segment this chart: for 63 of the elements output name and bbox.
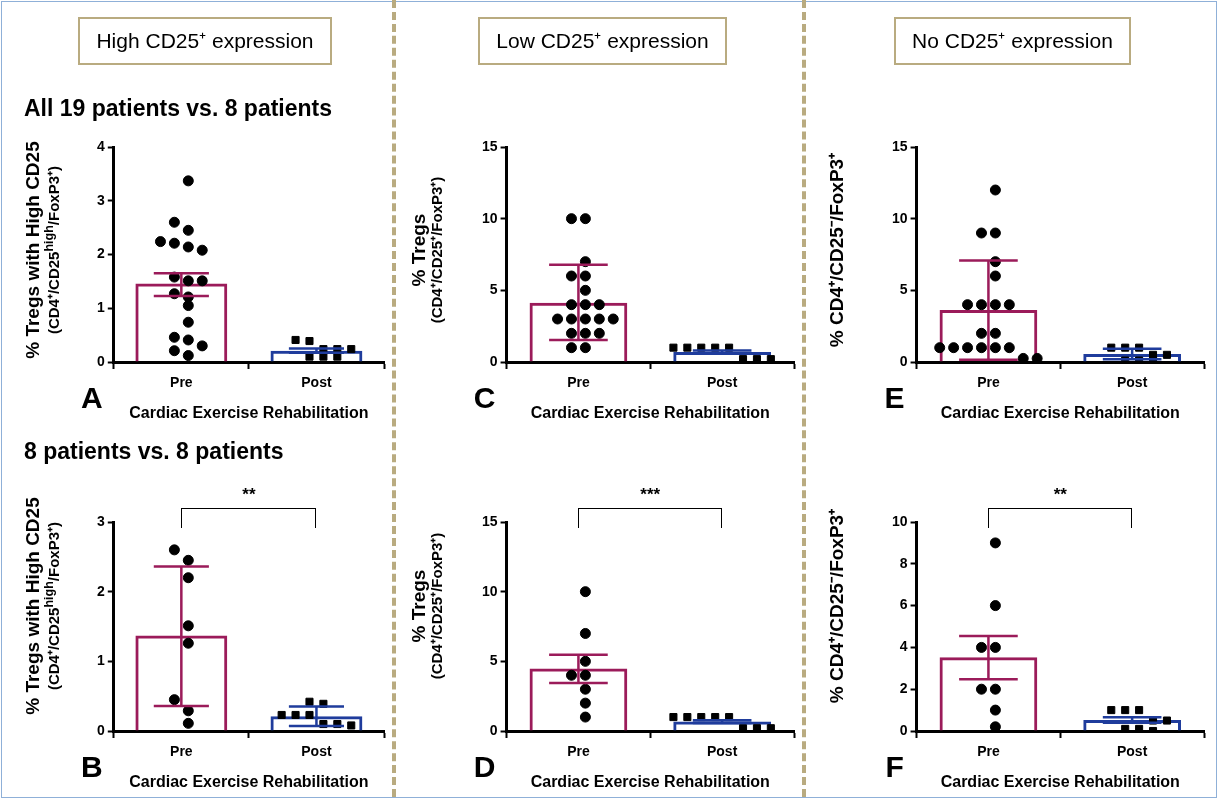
x-axis-title: Cardiac Exercise Rehabilitation [940, 403, 1180, 421]
chart-title: No CD25⁺ expression [894, 17, 1131, 65]
y-tick-label: 6 [899, 596, 908, 613]
y-tick-label: 2 [899, 680, 908, 697]
x-tick-label: Post [706, 374, 738, 391]
y-tick-label: 1 [96, 299, 105, 316]
y-tick-label: 15 [481, 137, 498, 154]
chart-title: High CD25⁺ expression [78, 17, 332, 65]
text: ** [242, 485, 256, 505]
y-tick-label: 0 [96, 352, 105, 369]
y-tick-label: 10 [481, 582, 498, 599]
text: A [80, 381, 103, 415]
text: C [473, 381, 496, 415]
y-tick-label: 4 [96, 137, 105, 154]
x-axis-title: Cardiac Exercise Rehabilitation [530, 772, 770, 790]
text: D [473, 750, 496, 784]
x-tick-label: Post [706, 743, 738, 760]
y-tick-label: 5 [899, 281, 908, 298]
y-tick-label: 1 [96, 652, 105, 669]
x-tick-label: Post [301, 374, 332, 391]
x-axis-title: Cardiac Exercise Rehabilitation [129, 403, 369, 421]
x-axis-title: Cardiac Exercise Rehabilitation [940, 772, 1180, 790]
y-axis-title: % CD4⁺/CD25⁻/FoxP3⁺ [826, 508, 848, 704]
chart-subtitle: All 19 patients vs. 8 patients [24, 95, 333, 122]
y-axis-title: % Tregs (CD4⁺/CD25⁺/FoxP3⁺) [408, 176, 446, 324]
y-tick-label: 4 [899, 638, 908, 655]
x-tick-label: Pre [977, 374, 1000, 391]
y-tick-label: 3 [96, 191, 105, 208]
x-axis-title: Cardiac Exercise Rehabilitation [530, 403, 770, 421]
x-tick-label: Post [1116, 743, 1148, 760]
y-tick-label: 0 [899, 352, 908, 369]
y-tick-label: 15 [481, 512, 498, 529]
text: *** [640, 485, 661, 505]
y-tick-label: 10 [481, 209, 498, 226]
x-axis-title: Cardiac Exercise Rehabilitation [129, 772, 369, 790]
x-tick-label: Pre [977, 743, 1000, 760]
y-tick-label: 5 [489, 281, 498, 298]
text: E [884, 381, 905, 415]
y-tick-label: 0 [489, 352, 498, 369]
x-tick-label: Post [301, 743, 332, 760]
chart-subtitle: 8 patients vs. 8 patients [24, 438, 284, 465]
y-tick-label: 0 [96, 721, 105, 738]
y-tick-label: 5 [489, 652, 498, 669]
y-tick-label: 15 [891, 137, 908, 154]
x-tick-label: Pre [170, 743, 193, 760]
y-tick-label: 10 [891, 209, 908, 226]
y-tick-label: 2 [96, 245, 105, 262]
x-tick-label: Pre [170, 374, 193, 391]
x-tick-label: Pre [567, 743, 590, 760]
text: F [885, 750, 904, 784]
text: B [80, 750, 103, 784]
x-tick-label: Pre [567, 374, 590, 391]
y-tick-label: 8 [899, 554, 908, 571]
y-tick-label: 0 [489, 721, 498, 738]
y-axis-title: % CD4⁺/CD25⁻/FoxP3⁺ [826, 152, 848, 348]
y-tick-label: 10 [891, 512, 908, 529]
y-axis-title: % Tregs (CD4⁺/CD25⁺/FoxP3⁺) [408, 532, 446, 680]
x-tick-label: Post [1116, 374, 1148, 391]
chart-title: Low CD25⁺ expression [478, 17, 727, 65]
y-tick-label: 0 [899, 721, 908, 738]
y-tick-label: 2 [96, 582, 105, 599]
text: ** [1053, 485, 1068, 505]
y-tick-label: 3 [96, 512, 105, 529]
